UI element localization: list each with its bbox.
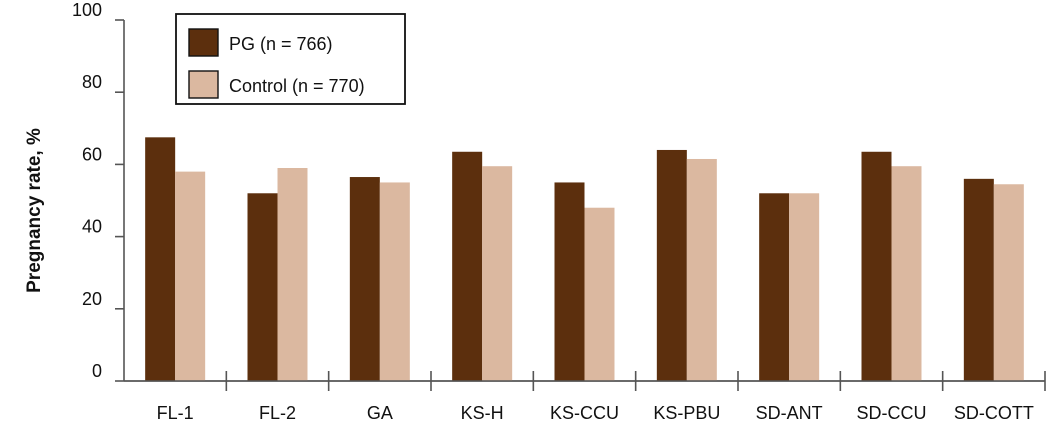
y-tick-label: 100 xyxy=(72,0,102,20)
x-tick-label: KS-PBU xyxy=(653,403,720,423)
bar-control-sd-cott xyxy=(993,184,1024,381)
x-tick-label: SD-COTT xyxy=(954,403,1034,423)
x-tick-label: KS-CCU xyxy=(550,403,619,423)
x-tick-label: FL-2 xyxy=(259,403,296,423)
bar-control-ks-h xyxy=(482,166,513,381)
bar-control-fl-1 xyxy=(175,171,206,381)
legend-swatch-pg xyxy=(188,28,219,57)
bar-pg-ga xyxy=(349,177,380,381)
x-tick-label: GA xyxy=(367,403,393,423)
x-tick-label: SD-ANT xyxy=(756,403,823,423)
y-tick-label: 80 xyxy=(82,72,102,92)
bar-control-ks-pbu xyxy=(686,158,717,381)
legend: PG (n = 766) Control (n = 770) xyxy=(175,13,406,105)
y-tick-label: 60 xyxy=(82,144,102,164)
bar-pg-sd-ant xyxy=(759,193,790,381)
x-tick-label: KS-H xyxy=(461,403,504,423)
bar-pg-ks-h xyxy=(452,151,483,381)
x-tick-label: FL-1 xyxy=(157,403,194,423)
y-tick-label: 40 xyxy=(82,217,102,237)
y-axis-label: Pregnancy rate, % xyxy=(24,128,45,293)
bar-control-sd-ant xyxy=(789,193,820,381)
legend-label-pg: PG (n = 766) xyxy=(229,34,333,54)
bar-pg-sd-cott xyxy=(963,178,994,381)
bar-pg-ks-pbu xyxy=(656,149,687,381)
bar-control-fl-2 xyxy=(277,168,308,381)
y-axis: 0 20 40 60 80 100 xyxy=(72,0,125,382)
bar-pg-ks-ccu xyxy=(554,182,585,381)
y-tick-label: 0 xyxy=(92,361,102,381)
bar-pg-fl-2 xyxy=(247,193,278,381)
bar-pg-sd-ccu xyxy=(861,151,892,381)
bar-pg-fl-1 xyxy=(145,137,176,381)
x-tick-label: SD-CCU xyxy=(857,403,927,423)
bar-control-ga xyxy=(379,182,410,381)
bar-control-ks-ccu xyxy=(584,207,615,381)
legend-swatch-control xyxy=(188,70,219,99)
legend-label-control: Control (n = 770) xyxy=(229,76,365,96)
bars xyxy=(124,137,1045,382)
bar-control-sd-ccu xyxy=(891,166,922,381)
y-tick-label: 20 xyxy=(82,289,102,309)
